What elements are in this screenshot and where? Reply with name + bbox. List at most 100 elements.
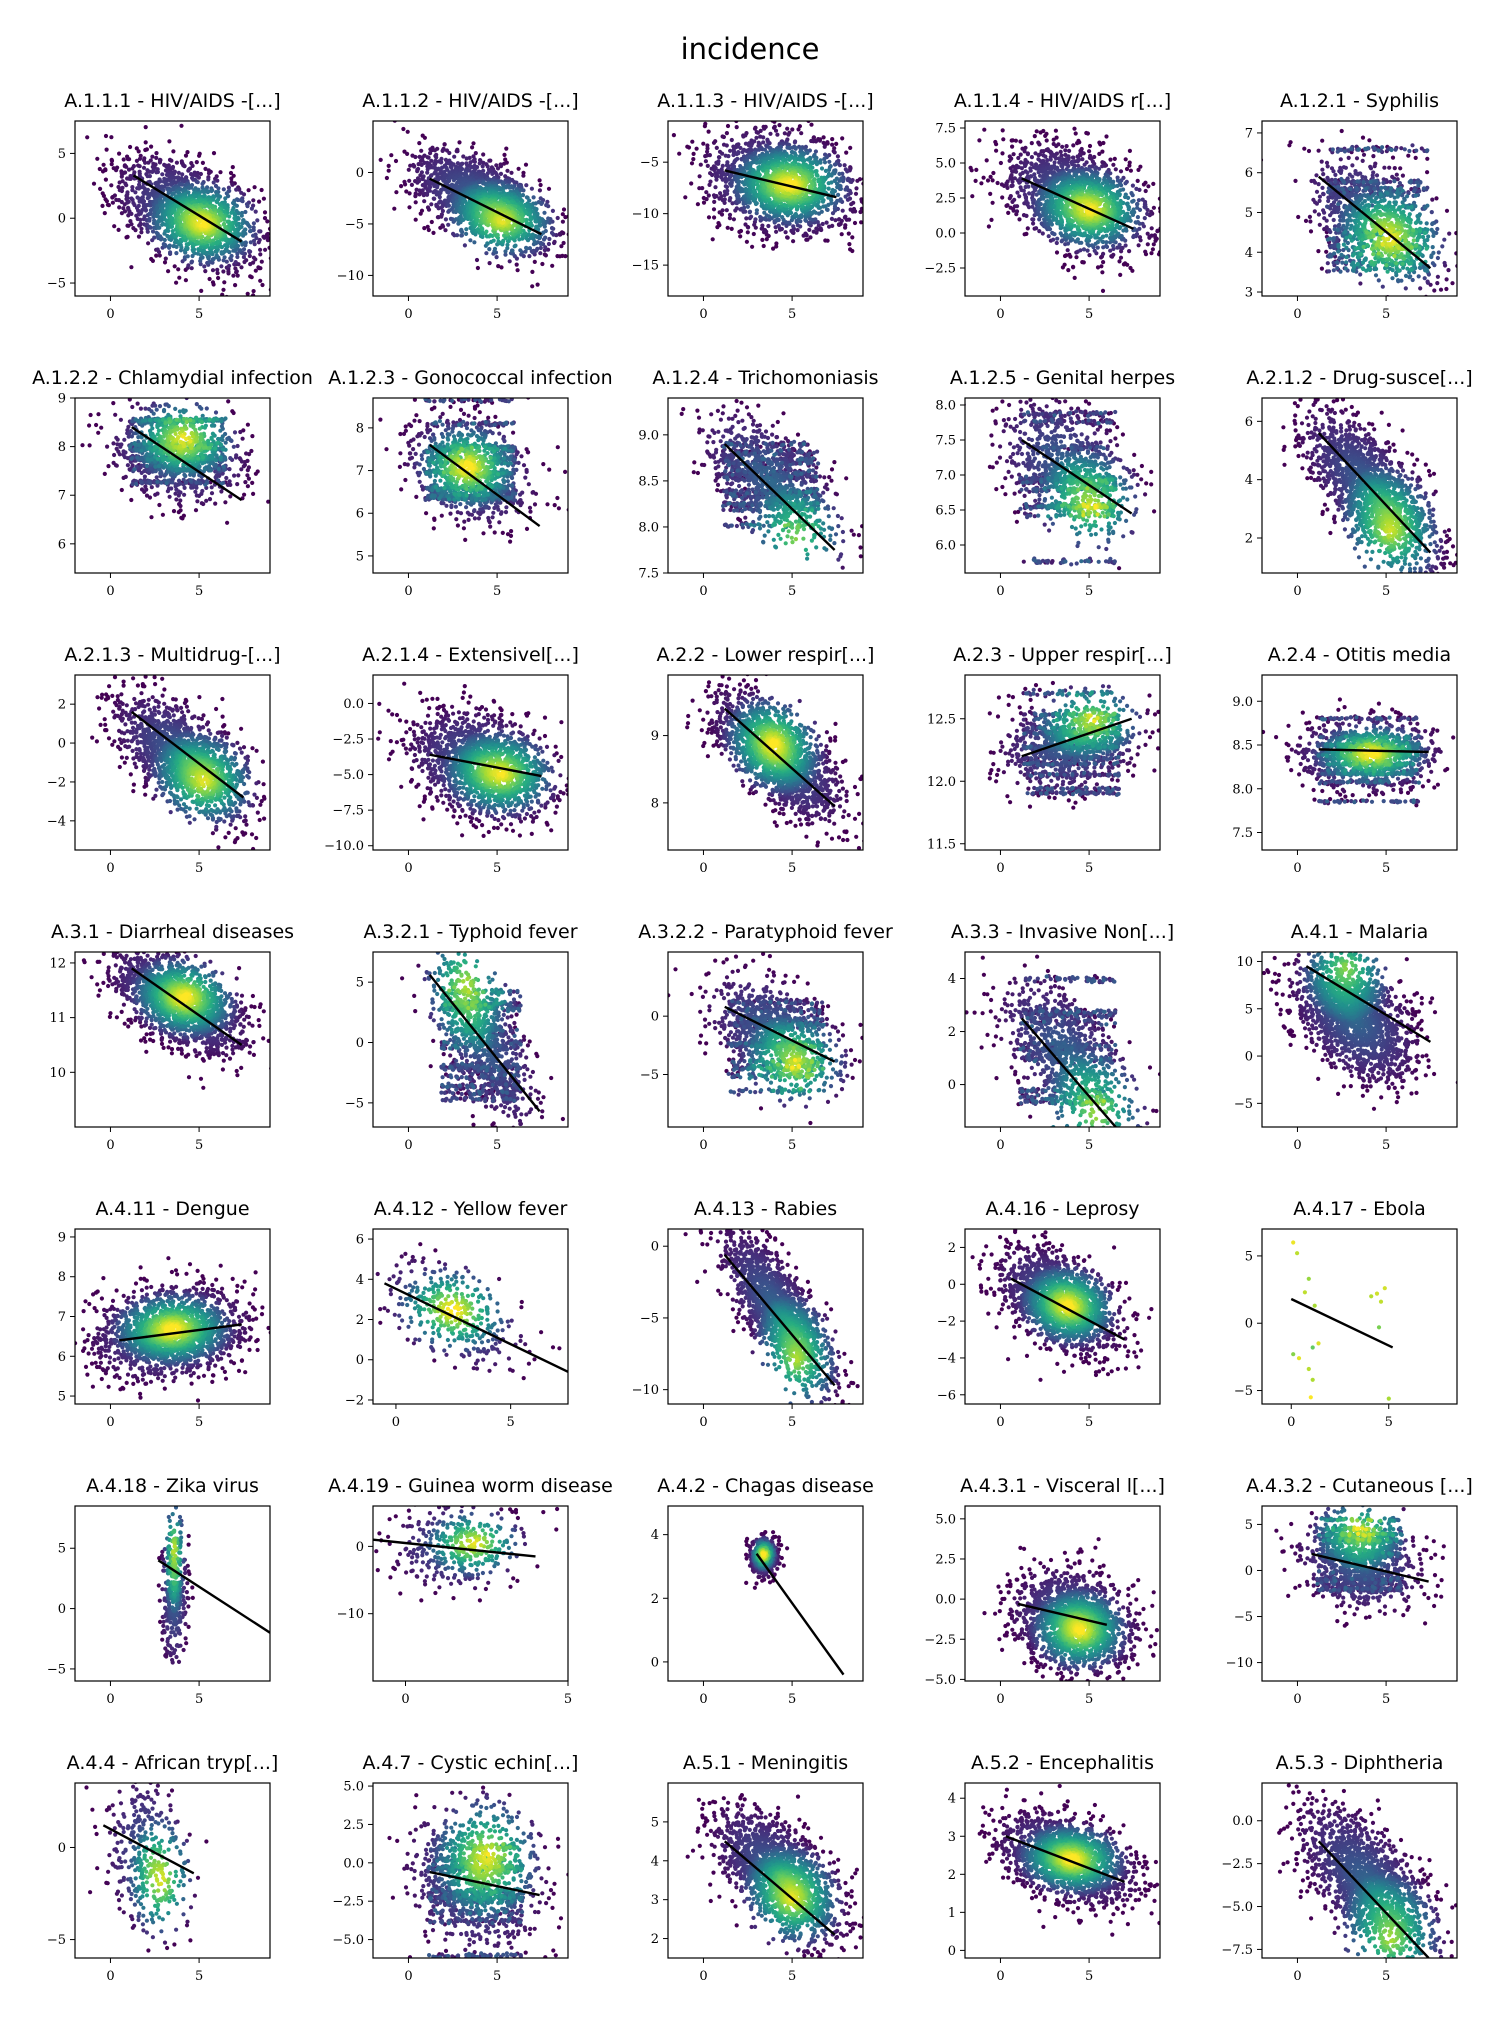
point-3 (268, 287, 270, 292)
axes-frame (74, 120, 271, 297)
point-24 (125, 234, 130, 239)
point-384 (202, 264, 207, 269)
point-237 (443, 157, 448, 162)
point-507 (529, 249, 534, 254)
point-1700 (501, 220, 506, 225)
point-92 (542, 252, 547, 257)
point-351 (724, 184, 730, 190)
point-10 (694, 146, 699, 151)
point-143 (146, 241, 151, 246)
point-1311 (178, 209, 183, 214)
point-192 (206, 171, 212, 176)
point-609 (796, 217, 801, 222)
point-137 (698, 162, 703, 167)
point-36 (690, 139, 695, 144)
point-66 (252, 185, 257, 190)
point-81 (402, 179, 407, 184)
point-77 (701, 200, 707, 205)
point-933 (513, 243, 518, 248)
point-1 (848, 145, 853, 150)
point-970 (234, 222, 239, 228)
point-560 (827, 159, 832, 164)
point-77 (109, 135, 114, 140)
point-289 (443, 217, 448, 222)
point-196 (464, 156, 469, 161)
point-62 (797, 124, 803, 129)
point-33 (176, 267, 181, 272)
point-210 (811, 229, 816, 234)
point-1045 (531, 214, 537, 219)
point-48 (583, 260, 587, 264)
point-8 (712, 215, 717, 220)
point-127 (259, 259, 264, 264)
point-201 (822, 144, 827, 149)
point-165 (416, 166, 421, 172)
point-1157 (814, 173, 819, 178)
point-58 (555, 254, 560, 259)
point-125 (109, 183, 114, 188)
point-71 (417, 141, 422, 146)
point-230 (425, 167, 430, 172)
point-58 (850, 248, 855, 254)
point-497 (224, 259, 229, 264)
point-719 (542, 210, 547, 215)
trend-line (429, 177, 542, 236)
point-744 (174, 244, 179, 249)
point-36 (471, 141, 476, 146)
point-26 (847, 242, 852, 247)
point-47 (569, 223, 573, 227)
point-71 (772, 121, 777, 124)
point-394 (547, 236, 552, 242)
point-561 (200, 181, 205, 186)
point-267 (718, 191, 723, 196)
point-233 (741, 134, 746, 139)
point-33 (596, 234, 600, 238)
point-198 (169, 158, 174, 163)
point-214 (174, 160, 179, 165)
point-790 (195, 251, 200, 256)
point-656 (167, 243, 172, 248)
point-377 (512, 180, 517, 185)
point-155 (150, 154, 155, 159)
point-89 (259, 187, 264, 193)
point-180 (507, 259, 512, 264)
point-20 (771, 246, 776, 251)
point-67 (866, 190, 870, 194)
point-587 (832, 201, 838, 206)
point-226 (440, 208, 445, 214)
point-354 (241, 255, 246, 260)
point-273 (754, 135, 759, 140)
point-91 (734, 125, 739, 130)
point-49 (261, 196, 266, 201)
point-246 (427, 188, 432, 193)
point-46 (570, 245, 574, 249)
point-94 (796, 127, 801, 132)
point-234 (708, 179, 713, 184)
point-46 (834, 141, 839, 146)
point-223 (783, 230, 788, 235)
point-234 (137, 164, 142, 169)
point-399 (743, 209, 748, 214)
point-6 (757, 114, 761, 118)
point-9 (859, 220, 863, 225)
point-229 (244, 258, 249, 263)
point-30 (475, 265, 480, 271)
point-160 (221, 269, 226, 274)
point-230 (120, 185, 125, 190)
point-20 (103, 133, 109, 139)
point-615 (736, 183, 741, 188)
point-516 (148, 203, 153, 208)
point-732 (231, 200, 236, 206)
point-754 (503, 249, 508, 254)
point-418 (143, 206, 148, 211)
point-194 (419, 170, 424, 175)
point-555 (837, 171, 842, 176)
point-114 (790, 127, 795, 132)
point-338 (725, 188, 730, 193)
point-82 (405, 151, 410, 156)
point-233 (157, 160, 162, 165)
point-47 (830, 137, 835, 142)
point-214 (774, 229, 779, 234)
point-217 (143, 160, 148, 165)
